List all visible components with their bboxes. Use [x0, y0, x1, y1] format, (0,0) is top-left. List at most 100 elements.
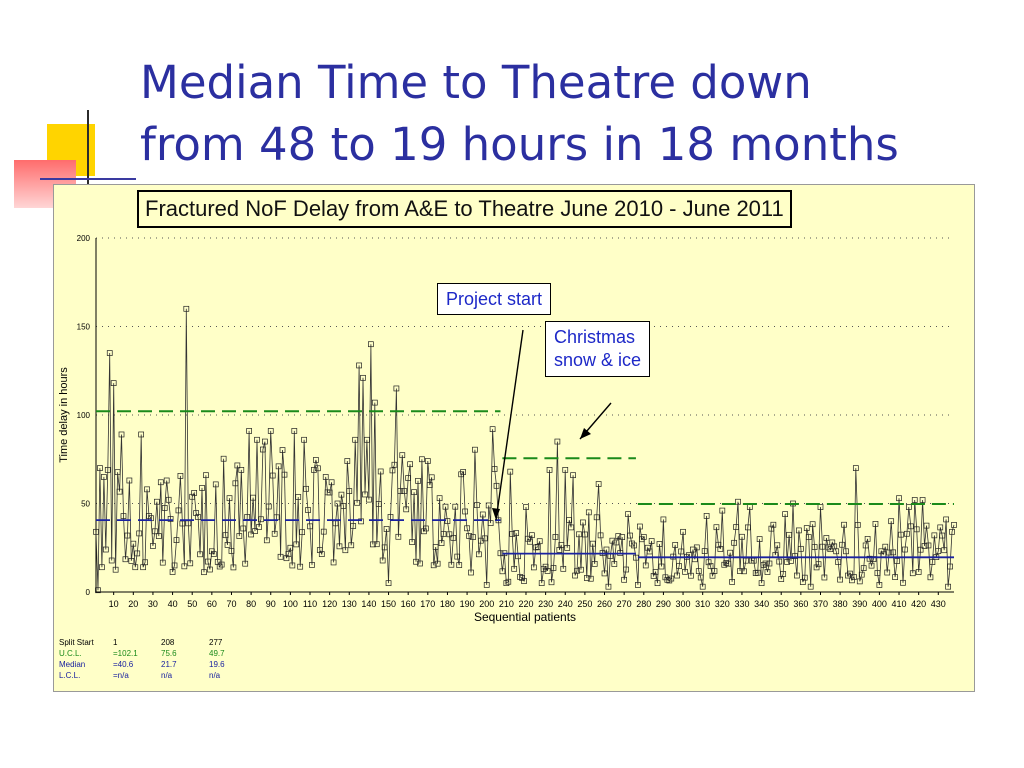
x-tick-label: 270 — [617, 599, 632, 609]
stats-row: Split Start 1 208 277 — [59, 637, 257, 648]
data-point — [110, 380, 117, 386]
stats-value: =40.6 — [113, 660, 134, 669]
data-point — [513, 530, 520, 536]
data-point — [483, 582, 490, 588]
data-point — [315, 465, 321, 472]
x-tick-label: 100 — [283, 599, 298, 609]
x-tick-label: 170 — [420, 599, 435, 609]
slide-title: Median Time to Theatre down from 48 to 1… — [140, 52, 1010, 176]
data-point — [905, 504, 912, 510]
data-point — [725, 560, 732, 567]
data-point — [727, 549, 734, 556]
data-point — [829, 539, 836, 546]
data-point — [362, 491, 368, 498]
data-point — [646, 548, 653, 555]
x-tick-label: 220 — [518, 599, 533, 609]
data-point — [99, 564, 105, 571]
data-point — [432, 544, 439, 550]
data-point — [650, 573, 657, 579]
data-point — [847, 570, 853, 577]
christmas-callout-line-1: Christmas — [554, 327, 636, 347]
data-point — [690, 546, 696, 553]
data-point — [413, 558, 419, 565]
data-point — [307, 523, 313, 530]
data-point — [560, 565, 567, 572]
data-point — [256, 524, 262, 530]
data-point — [764, 569, 771, 575]
data-point — [884, 569, 891, 576]
chart-title: Fractured NoF Delay from A&E to Theatre … — [137, 190, 792, 228]
data-point — [313, 457, 319, 463]
x-tick-label: 190 — [460, 599, 475, 609]
data-point — [509, 531, 516, 537]
data-point — [843, 548, 849, 555]
stats-label: U.C.L. — [59, 649, 82, 658]
data-point — [723, 560, 730, 566]
data-point — [368, 341, 374, 348]
data-point — [401, 488, 408, 494]
data-point — [945, 583, 951, 590]
data-point — [134, 550, 141, 557]
x-tick-label: 110 — [303, 599, 317, 609]
data-point — [246, 428, 252, 434]
data-point — [181, 563, 188, 570]
data-point — [642, 562, 649, 569]
data-point — [336, 543, 343, 550]
data-point — [852, 465, 859, 471]
data-point — [550, 565, 557, 571]
data-point — [845, 572, 851, 579]
data-point — [309, 562, 315, 568]
data-point — [301, 436, 307, 443]
data-point — [521, 578, 527, 584]
data-point — [825, 544, 832, 551]
data-point — [165, 496, 172, 503]
data-point — [868, 562, 875, 569]
data-point — [807, 583, 814, 590]
data-point — [369, 541, 376, 548]
data-point — [693, 544, 700, 551]
data-point — [752, 570, 759, 576]
stats-row: L.C.L. =n/a n/a n/a — [59, 670, 257, 681]
data-point — [568, 524, 574, 531]
data-point — [782, 511, 788, 517]
stats-value: 1 — [113, 638, 118, 647]
data-point — [442, 503, 449, 510]
data-point — [95, 587, 101, 594]
data-point — [717, 546, 724, 552]
data-point — [672, 542, 679, 548]
data-point — [937, 524, 944, 531]
data-point — [460, 469, 467, 475]
data-point — [923, 522, 930, 529]
data-point — [112, 566, 119, 573]
data-point — [381, 544, 388, 551]
data-point — [479, 511, 486, 518]
data-point — [101, 474, 107, 480]
data-point — [322, 474, 329, 480]
data-point — [169, 569, 176, 575]
data-point — [678, 548, 684, 555]
data-point — [900, 579, 906, 586]
x-tick-label: 10 — [109, 599, 119, 609]
x-tick-label: 230 — [538, 599, 553, 609]
x-tick-label: 410 — [892, 599, 907, 609]
data-point — [330, 559, 337, 566]
data-point — [474, 502, 480, 508]
x-tick-label: 400 — [872, 599, 887, 609]
data-point — [157, 479, 164, 486]
data-point — [142, 559, 148, 566]
data-point — [424, 458, 431, 464]
data-point — [833, 548, 840, 555]
data-point — [760, 562, 767, 568]
x-tick-label: 300 — [676, 599, 691, 609]
christmas-callout-line-2: snow & ice — [554, 350, 642, 370]
x-tick-label: 70 — [226, 599, 236, 609]
data-point — [238, 467, 245, 473]
data-point — [426, 482, 433, 488]
data-point — [326, 489, 333, 496]
data-point — [801, 574, 808, 581]
data-point — [207, 566, 213, 573]
data-point — [851, 574, 857, 580]
data-point — [582, 531, 588, 538]
data-point — [303, 485, 309, 492]
data-point — [297, 563, 304, 570]
